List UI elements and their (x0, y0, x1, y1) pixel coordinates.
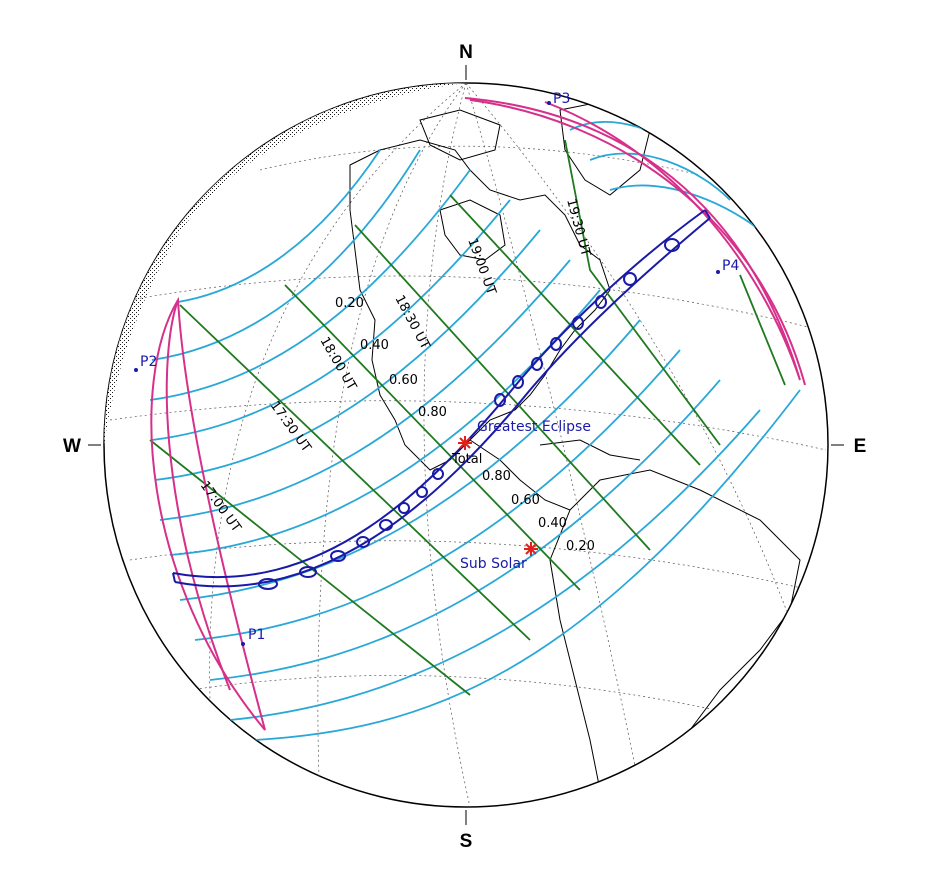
umbra-ellipses (258, 238, 680, 590)
eclipse-type-label: Total (451, 452, 482, 467)
magnitude-label: 0.40 (538, 516, 567, 531)
umbra-ellipse (623, 272, 637, 286)
magnitude-label: 0.60 (511, 493, 540, 508)
magnitude-label: 0.60 (389, 373, 418, 388)
magnitude-label: 0.80 (418, 405, 447, 420)
west-label: W (63, 436, 81, 457)
path-of-totality (172, 209, 711, 588)
umbra-ellipse (398, 502, 410, 514)
east-label: E (854, 436, 867, 457)
p2-dot (134, 368, 138, 372)
p2-label: P2 (140, 354, 157, 370)
north-label: N (459, 42, 473, 63)
umbra-ellipse (512, 375, 524, 389)
arctic-islands (419, 109, 501, 161)
umbra-ellipse (494, 393, 506, 407)
hudson-bay (439, 199, 506, 261)
umbra-ellipse (356, 536, 370, 548)
umbra-ellipse (531, 357, 543, 371)
graticule (109, 83, 827, 807)
umbra-ellipse (595, 295, 607, 309)
umbra-ellipse (550, 337, 562, 351)
sub-solar-marker (524, 542, 538, 556)
p4-dot (716, 270, 720, 274)
umbra-ellipse (416, 486, 428, 498)
umbra-ellipse (432, 468, 444, 480)
magnitude-label: 0.80 (482, 469, 511, 484)
p3-dot (547, 101, 551, 105)
umbra-ellipse (379, 519, 393, 531)
p1-label: P1 (248, 627, 265, 643)
sub-solar-label: Sub Solar (460, 556, 527, 572)
p1-dot (241, 642, 245, 646)
magnitude-labels: 0.20 0.40 0.60 0.80 0.80 0.60 0.40 0.20 (335, 296, 595, 554)
magnitude-label: 0.40 (360, 338, 389, 353)
magnitude-label: 0.20 (335, 296, 364, 311)
umbra-ellipse (330, 550, 346, 562)
magnitude-label: 0.20 (566, 539, 595, 554)
umbra-ellipse (664, 238, 680, 252)
penumbra-limits (150, 97, 806, 731)
contact-points: P1 P2 P3 P4 (134, 91, 739, 646)
cardinal-ticks (88, 65, 844, 825)
umbra-ellipse (299, 566, 317, 578)
north-america-coast (349, 139, 611, 471)
umbra-ellipse (572, 316, 584, 330)
umbra-ellipse (258, 578, 278, 590)
p4-label: P4 (722, 258, 739, 274)
south-label: S (460, 831, 473, 852)
greatest-eclipse-label: Greatest Eclipse (477, 419, 591, 435)
caribbean (539, 439, 641, 461)
central-america (469, 439, 571, 511)
greatest-eclipse-marker (458, 436, 472, 450)
p3-label: P3 (553, 91, 570, 107)
